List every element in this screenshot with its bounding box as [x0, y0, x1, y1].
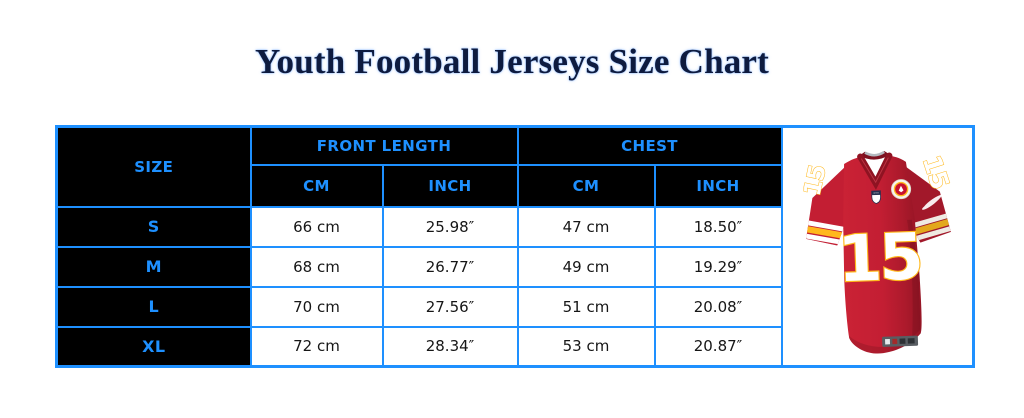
- front-length-inch-value: 26.77″: [381, 245, 519, 288]
- front-length-inch-value: 25.98″: [381, 205, 519, 248]
- header-front-inch: INCH: [381, 163, 519, 208]
- front-length-inch-value: 27.56″: [381, 285, 519, 328]
- table-row-xl: XL 72 cm 28.34″ 53 cm 20.87″: [55, 325, 974, 368]
- page-title: Youth Football Jerseys Size Chart: [254, 42, 770, 81]
- size-chart-table: SIZE FRONT LENGTH CHEST: [55, 125, 975, 368]
- header-chest-inch: INCH: [653, 163, 783, 208]
- chest-inch-value: 18.50″: [653, 205, 783, 248]
- front-length-cm-value: 66 cm: [249, 205, 384, 248]
- table-row-s: S 66 cm 25.98″ 47 cm 18.50″: [55, 205, 974, 248]
- size-label: S: [55, 205, 252, 248]
- header-row-units: CM INCH CM INCH: [57, 163, 974, 208]
- nike-swoosh-icon: [922, 193, 944, 210]
- chest-inch-value: 19.29″: [653, 245, 783, 288]
- size-label: M: [55, 245, 252, 288]
- table-row-m: M 68 cm 26.77″ 49 cm 19.29″: [55, 245, 974, 288]
- chest-cm-value: 47 cm: [516, 205, 656, 248]
- chest-inch-value: 20.87″: [653, 325, 783, 368]
- front-length-cm-value: 72 cm: [249, 325, 384, 368]
- collar-edge-line: [861, 156, 890, 183]
- jersey-photo-cell: 15 15: [780, 125, 975, 368]
- size-label: L: [55, 285, 252, 328]
- jersey-number: 15: [837, 220, 923, 297]
- nfl-shield-icon: [871, 189, 882, 204]
- hem-shading: [849, 334, 920, 353]
- hanger-tape: [864, 150, 886, 156]
- header-chest-cm: CM: [516, 163, 656, 208]
- header-front-length: FRONT LENGTH: [249, 125, 519, 166]
- front-length-inch-value: 28.34″: [381, 325, 519, 368]
- header-front-cm: CM: [249, 163, 384, 208]
- front-length-cm-value: 70 cm: [249, 285, 384, 328]
- jersey-graphic: 15 15: [798, 150, 955, 353]
- jock-tag: [882, 335, 919, 347]
- header-chest: CHEST: [516, 125, 783, 166]
- chest-cm-value: 49 cm: [516, 245, 656, 288]
- side-mesh-shading: [907, 219, 921, 338]
- jersey-image: 15 15: [798, 150, 955, 353]
- size-label: XL: [55, 325, 252, 368]
- header-size: SIZE: [55, 125, 252, 208]
- chest-cm-value: 51 cm: [516, 285, 656, 328]
- jersey-body: [843, 155, 922, 353]
- chiefs-patch-icon: [891, 178, 912, 199]
- table-row-l: L 70 cm 27.56″ 51 cm 20.08″: [55, 285, 974, 328]
- front-length-cm-value: 68 cm: [249, 245, 384, 288]
- header-row-groups: SIZE FRONT LENGTH CHEST: [55, 125, 975, 368]
- chest-inch-value: 20.08″: [653, 285, 783, 328]
- chest-cm-value: 53 cm: [516, 325, 656, 368]
